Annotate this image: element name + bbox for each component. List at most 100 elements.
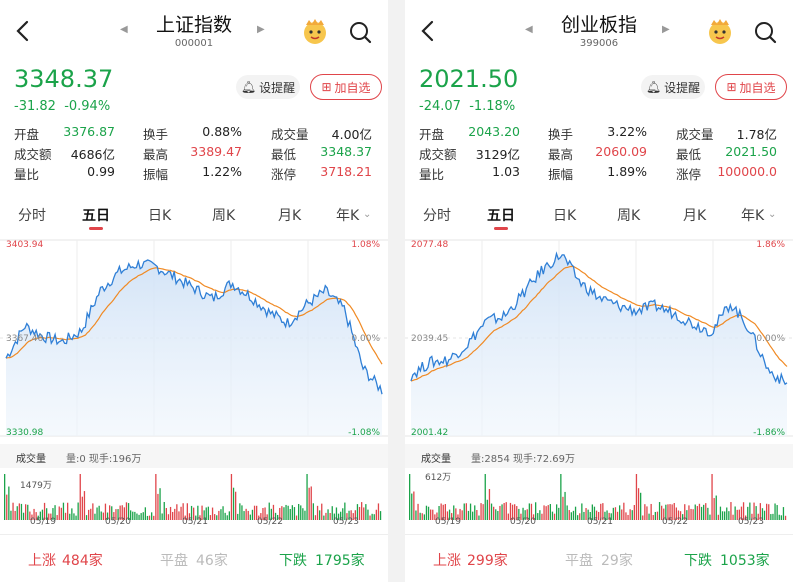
date-label: 05/19 <box>30 517 56 527</box>
add-watchlist-button[interactable]: ⊞ 加自选 <box>715 74 787 100</box>
volume-bar <box>58 506 60 520</box>
tab-3[interactable]: 周K <box>617 208 641 224</box>
next-index-icon[interactable]: ▶ <box>257 24 265 35</box>
volume-bar <box>136 513 138 520</box>
mascot-icon[interactable] <box>705 16 735 46</box>
add-watchlist-button[interactable]: ⊞ 加自选 <box>310 74 382 100</box>
volume-bar <box>371 513 373 520</box>
volume-bar <box>235 491 237 520</box>
page-title: 创业板指 <box>560 14 637 36</box>
volume-bar <box>146 515 149 520</box>
volume-bar <box>327 509 329 520</box>
volume-bar <box>682 514 684 520</box>
set-reminder-button[interactable]: 🔔︎ 设提醒 <box>641 75 705 99</box>
volume-bar <box>64 512 67 520</box>
market-breadth[interactable]: 上涨 299家 平盘 29家 下跌 1053家 <box>405 542 793 572</box>
volume-bar <box>121 505 123 520</box>
tab-4[interactable]: 月K <box>278 208 302 224</box>
volume-bar <box>614 507 617 520</box>
volume-bar <box>457 514 459 520</box>
tab-0[interactable]: 分时 <box>423 208 451 224</box>
panel-divider <box>388 0 405 582</box>
volume-bar <box>766 503 768 520</box>
volume-bar <box>753 502 755 520</box>
volume-bar <box>253 505 256 520</box>
prev-index-icon[interactable]: ◀ <box>120 24 128 35</box>
volume-bar <box>111 506 113 520</box>
prev-index-icon[interactable]: ◀ <box>525 24 533 35</box>
volume-bar <box>482 504 484 520</box>
chevron-down-icon[interactable]: ⌄ <box>768 209 777 220</box>
volume-bar <box>539 510 541 520</box>
tab-5[interactable]: 年K <box>336 208 360 224</box>
volume-bar <box>165 508 167 520</box>
volume-bar <box>493 506 495 520</box>
market-breadth[interactable]: 上涨 484家 平盘 46家 下跌 1795家 <box>0 542 388 572</box>
stat-value: 3376.87 <box>63 124 115 139</box>
volume-bar <box>442 504 444 520</box>
mascot-icon[interactable] <box>300 16 330 46</box>
next-index-icon[interactable]: ▶ <box>662 24 670 35</box>
volume-bar <box>469 503 472 520</box>
volume-bar <box>635 474 638 520</box>
volume-bar <box>700 506 703 520</box>
stat-value: 4686亿 <box>70 147 115 162</box>
tab-1[interactable]: 五日 <box>82 208 110 224</box>
volume-bar <box>472 511 474 520</box>
volume-bar <box>201 505 203 520</box>
volume-bar <box>203 510 205 520</box>
set-reminder-button[interactable]: 🔔︎ 设提醒 <box>236 75 300 99</box>
tab-0[interactable]: 分时 <box>18 208 46 224</box>
back-arrow-icon[interactable] <box>12 18 34 44</box>
date-label: 05/21 <box>587 517 613 527</box>
stat-label: 最低 <box>676 147 702 162</box>
volume-bar <box>667 504 669 520</box>
volume-bar <box>199 515 201 520</box>
volume-bar <box>29 511 31 520</box>
tab-5[interactable]: 年K <box>741 208 765 224</box>
volume-chart: 1479万 <box>0 468 388 526</box>
volume-bar <box>155 474 157 520</box>
tab-2[interactable]: 日K <box>148 208 172 224</box>
volume-bar <box>436 512 438 520</box>
tab-4[interactable]: 月K <box>683 208 707 224</box>
intraday-chart[interactable]: 2077.48 2039.45 2001.42 1.86% 0.00% -1.8… <box>405 232 793 444</box>
price-plot <box>0 239 388 437</box>
volume-bar <box>745 515 747 520</box>
volume-bar <box>572 510 575 520</box>
active-tab-indicator <box>494 227 508 230</box>
stat-label: 换手 <box>143 127 169 142</box>
intraday-chart[interactable]: 3403.94 3367.46 3330.98 1.08% 0.00% -1.0… <box>0 232 388 444</box>
volume-bar <box>658 502 661 520</box>
axis-low-label: 2001.42 <box>411 428 449 438</box>
search-icon[interactable] <box>752 19 778 45</box>
tab-2[interactable]: 日K <box>553 208 577 224</box>
volume-bar <box>379 511 382 520</box>
back-arrow-icon[interactable] <box>417 18 439 44</box>
stat-label: 成交额 <box>14 147 52 162</box>
search-icon[interactable] <box>347 19 373 45</box>
volume-info: 量:2854 现手:72.69万 <box>471 454 575 465</box>
volume-bar <box>686 510 688 520</box>
volume-bar <box>186 503 188 520</box>
tab-1[interactable]: 五日 <box>487 208 515 224</box>
volume-bar <box>535 502 537 520</box>
add-watchlist-label: 加自选 <box>334 80 371 95</box>
chevron-down-icon[interactable]: ⌄ <box>363 209 372 220</box>
panel-shanghai-index: ◀ 上证指数 000001 ▶ 3348.37 -31.82 -0.94% 🔔︎… <box>0 0 388 582</box>
volume-bar <box>329 513 331 520</box>
volume-bar <box>568 510 570 520</box>
volume-bar <box>413 491 415 520</box>
volume-bar <box>411 493 413 520</box>
down-count: 1795家 <box>315 553 365 569</box>
stat-value: 100000.0 <box>717 164 777 179</box>
volume-bar <box>465 503 467 520</box>
date-label: 05/22 <box>662 517 688 527</box>
volume-bar <box>713 498 715 520</box>
volume-bar <box>644 504 646 520</box>
volume-bar <box>768 504 770 520</box>
volume-bar <box>14 510 16 520</box>
stat-label: 量比 <box>419 167 445 182</box>
tab-3[interactable]: 周K <box>212 208 236 224</box>
volume-bar <box>770 514 772 520</box>
